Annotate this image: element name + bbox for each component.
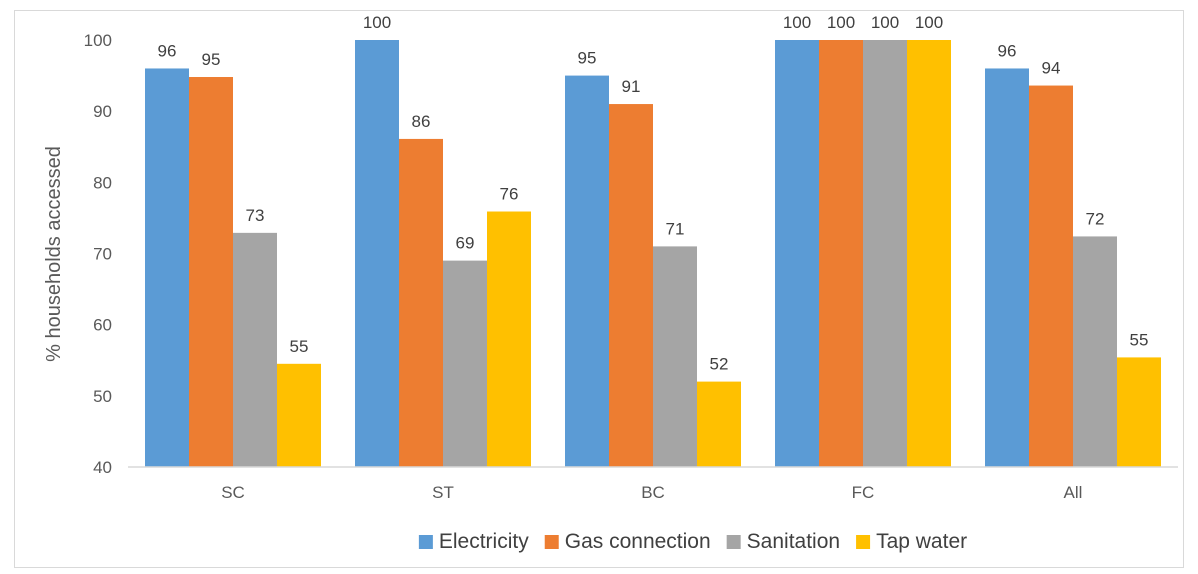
value-label: 76 — [500, 185, 519, 204]
bar-electricity-st — [355, 40, 399, 467]
bar-gas-connection-fc — [819, 40, 863, 467]
value-label: 72 — [1086, 209, 1105, 228]
bar-sanitation-all — [1073, 236, 1117, 467]
legend-swatch — [726, 535, 741, 549]
legend-label: Electricity — [439, 530, 529, 553]
bar-sanitation-fc — [863, 40, 907, 467]
value-label: 55 — [290, 337, 309, 356]
value-label: 100 — [363, 13, 391, 32]
value-label: 95 — [202, 50, 221, 69]
value-label: 100 — [827, 13, 855, 32]
bar-gas-connection-all — [1029, 85, 1073, 468]
legend-swatch — [544, 535, 559, 549]
value-label: 100 — [915, 13, 943, 32]
value-label: 55 — [1130, 330, 1149, 349]
bar-tap-water-bc — [697, 381, 741, 467]
category-label-sc: SC — [221, 483, 245, 502]
legend-swatch — [856, 535, 871, 549]
y-tick-label: 60 — [93, 316, 112, 335]
bar-gas-connection-sc — [189, 77, 233, 468]
y-tick-label: 70 — [93, 245, 112, 264]
y-axis-ticks: 40 50 60 70 80 90 100 — [84, 31, 112, 477]
legend-item-gas-connection: Gas connection — [544, 530, 711, 553]
bar-tap-water-fc — [907, 40, 951, 467]
y-tick-label: 50 — [93, 387, 112, 406]
value-labels: 96 95 73 55 100 86 69 76 95 91 71 52 100 100 100 100 96 9… — [158, 13, 1149, 374]
bar-electricity-all — [985, 68, 1029, 467]
bar-sanitation-bc — [653, 246, 697, 467]
y-tick-label: 100 — [84, 31, 112, 50]
legend: Electricity Gas connection Sanitation Tap w… — [418, 530, 967, 553]
category-label-st: ST — [432, 483, 454, 502]
y-tick-label: 40 — [93, 458, 112, 477]
legend-label: Tap water — [876, 530, 967, 553]
value-label: 95 — [578, 49, 597, 68]
y-axis-title: % households accessed — [43, 146, 65, 362]
bar-electricity-fc — [775, 40, 819, 467]
legend-label: Gas connection — [565, 530, 711, 553]
legend-swatch — [418, 535, 433, 549]
category-label-fc: FC — [852, 483, 875, 502]
bar-gas-connection-bc — [609, 104, 653, 468]
bar-electricity-bc — [565, 75, 609, 467]
value-label: 52 — [710, 355, 729, 374]
legend-item-electricity: Electricity — [418, 530, 529, 553]
legend-item-sanitation: Sanitation — [726, 530, 840, 553]
legend-label: Sanitation — [747, 530, 840, 553]
category-labels: SC ST BC FC All — [221, 483, 1082, 502]
value-label: 100 — [871, 13, 899, 32]
value-label: 94 — [1042, 59, 1061, 78]
bar-tap-water-sc — [277, 363, 321, 467]
value-label: 96 — [998, 41, 1017, 60]
value-label: 73 — [246, 206, 265, 225]
value-label: 69 — [456, 234, 475, 253]
y-tick-label: 90 — [93, 102, 112, 121]
bar-sanitation-sc — [233, 232, 277, 467]
value-label: 100 — [783, 13, 811, 32]
bars — [145, 40, 1161, 468]
bar-gas-connection-st — [399, 138, 443, 467]
legend-item-tap-water: Tap water — [856, 530, 967, 553]
value-label: 86 — [412, 112, 431, 131]
value-label: 71 — [666, 219, 685, 238]
bar-tap-water-st — [487, 211, 531, 467]
category-label-all: All — [1064, 483, 1083, 502]
category-label-bc: BC — [641, 483, 665, 502]
y-tick-label: 80 — [93, 173, 112, 192]
bar-electricity-sc — [145, 68, 189, 467]
value-label: 96 — [158, 41, 177, 60]
value-label: 91 — [622, 77, 641, 96]
bar-sanitation-st — [443, 260, 487, 467]
bar-tap-water-all — [1117, 357, 1161, 467]
